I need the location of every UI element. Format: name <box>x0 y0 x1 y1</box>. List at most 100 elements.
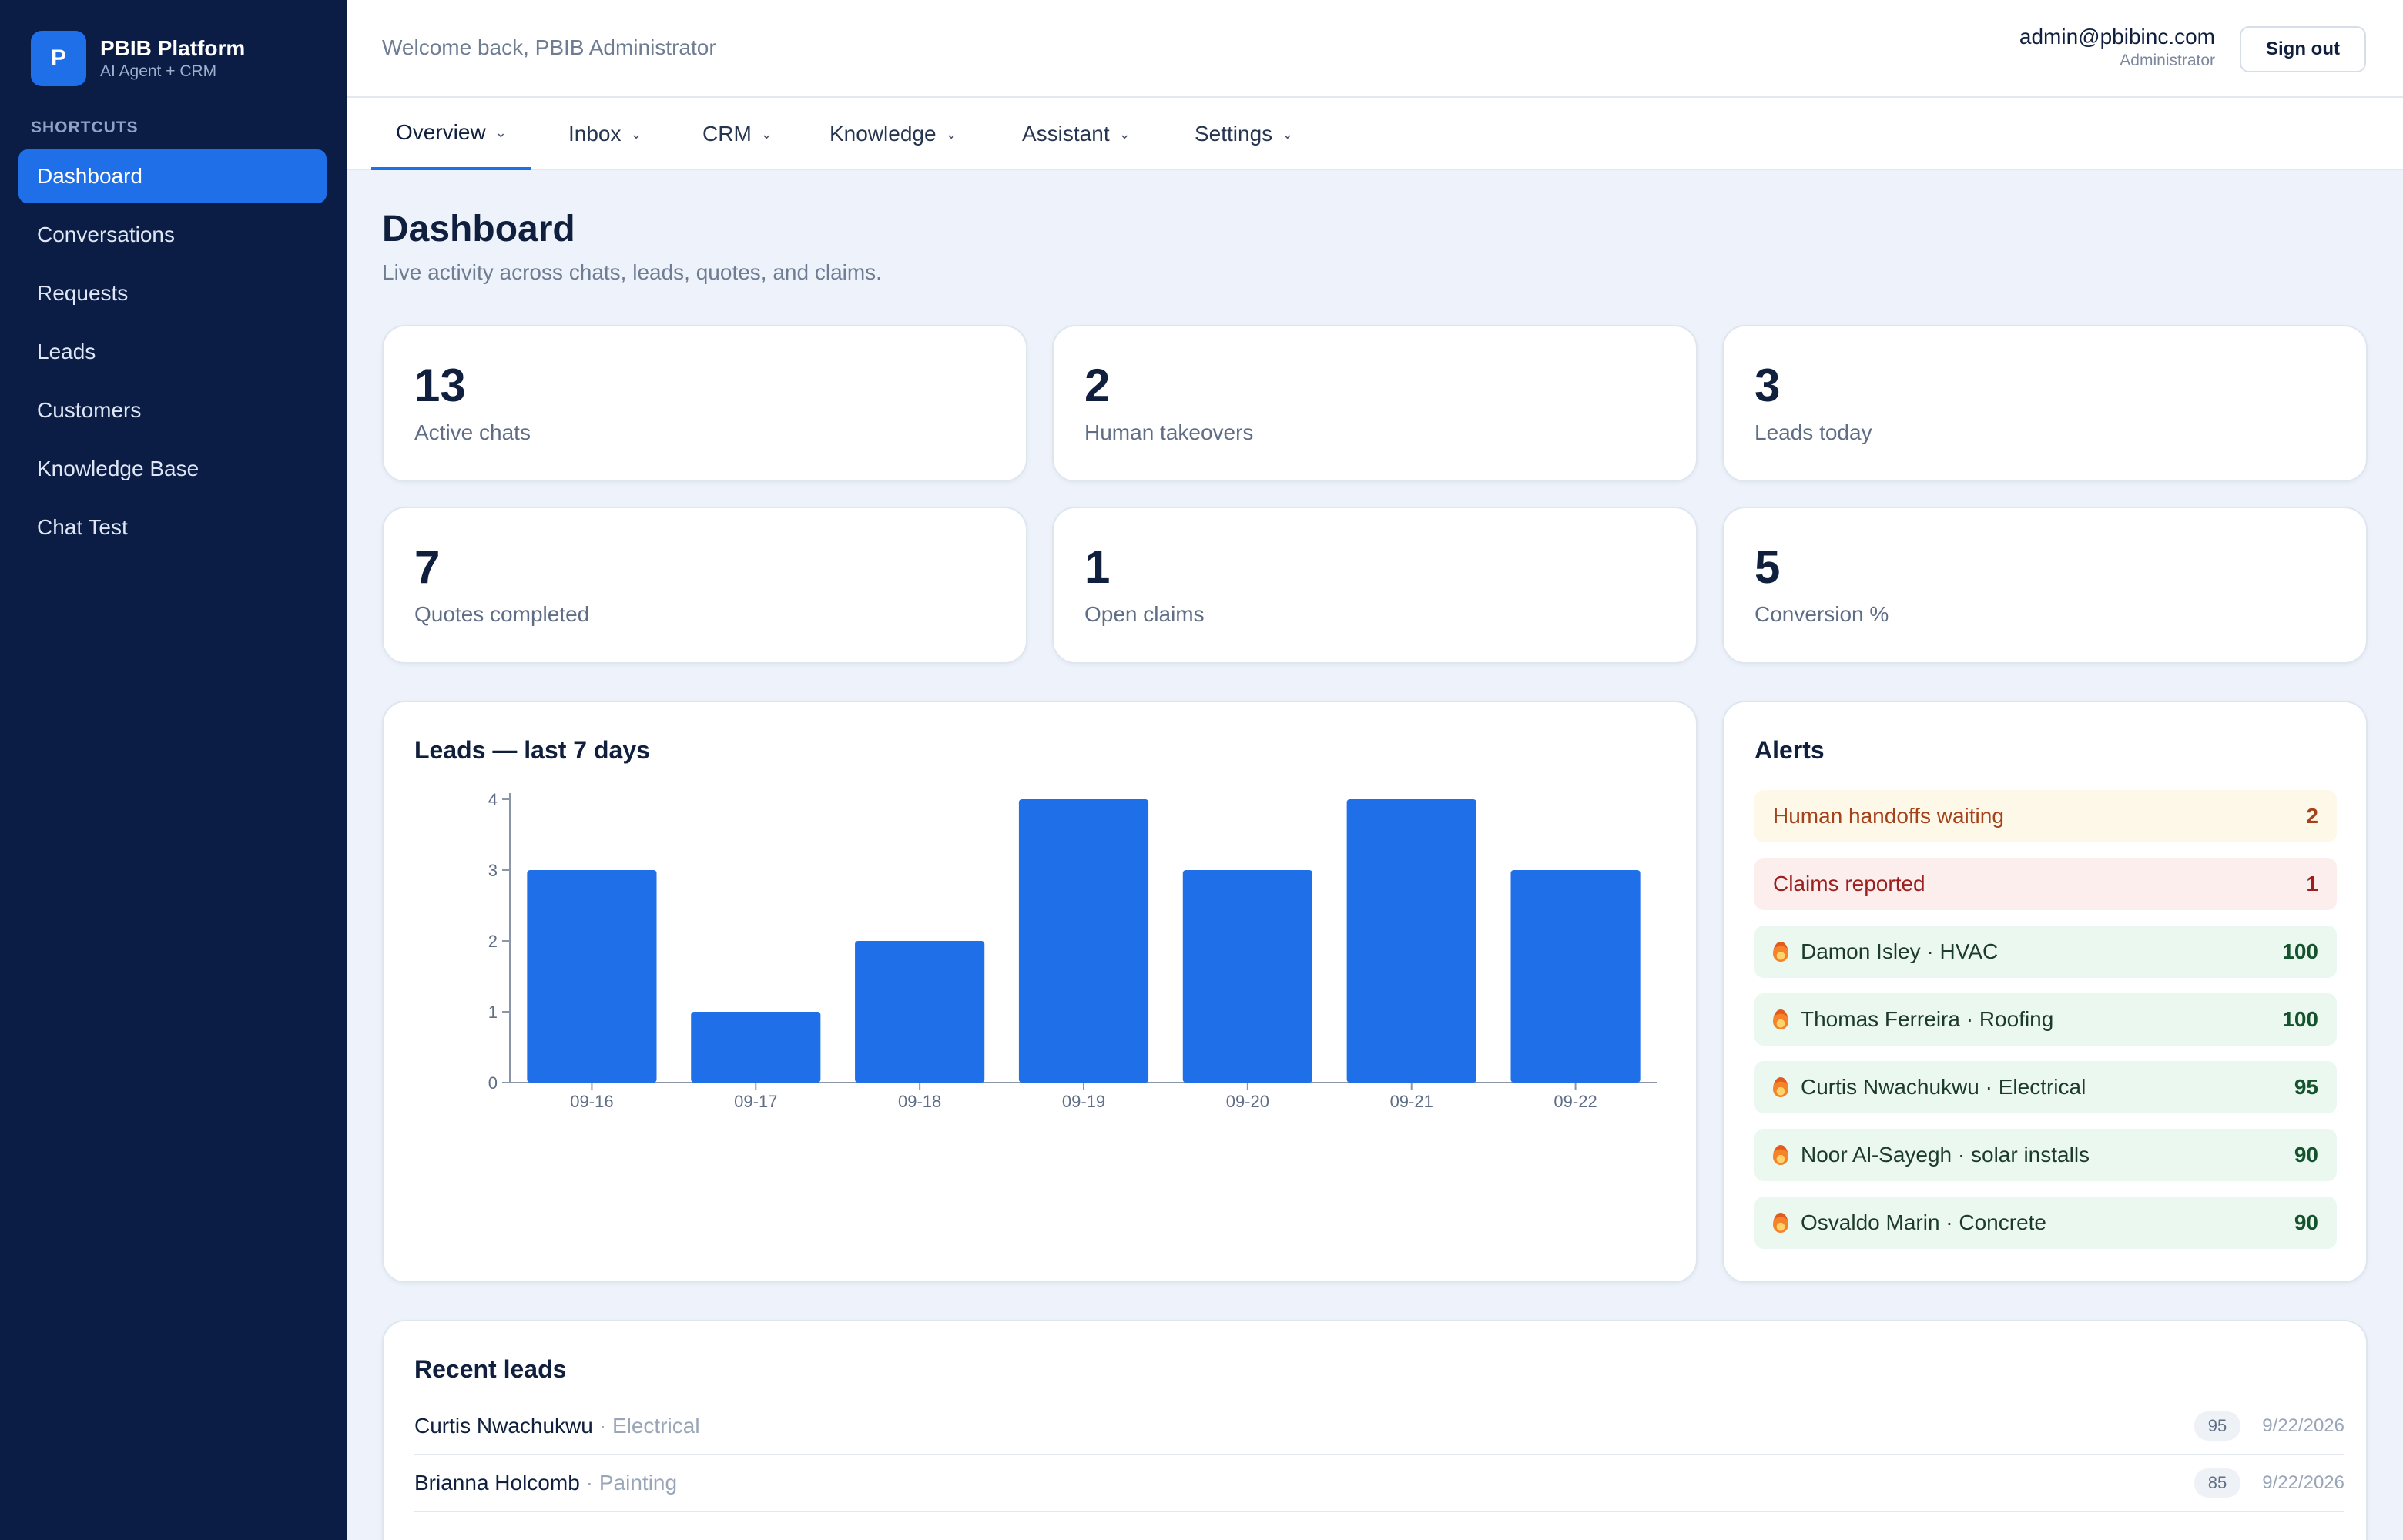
user-email: admin@pbibinc.com <box>2019 25 2215 49</box>
sidebar-item-customers[interactable]: Customers <box>37 398 142 422</box>
top-tabs: Overview ⌄ Inbox ⌄ CRM ⌄ Knowledge ⌄ Assista… <box>347 98 2403 170</box>
y-tick-label: 4 <box>488 790 498 809</box>
chevron-down-icon: ⌄ <box>1118 126 1131 142</box>
recent-leads-title: Recent leads <box>414 1355 567 1383</box>
recent-leads-card: Recent leads Curtis Nwachukwu · Electric… <box>382 1320 2368 1540</box>
sidebar-nav: Dashboard Conversations Requests Leads C… <box>18 149 327 559</box>
tab-label: Assistant <box>1022 122 1110 146</box>
alert-claims-reported[interactable]: Claims reported 1 <box>1754 858 2337 910</box>
stat-label: Active chats <box>414 420 531 444</box>
sidebar-section-label: SHORTCUTS <box>31 119 139 136</box>
chart-bar <box>527 870 657 1083</box>
lead-name: Curtis Nwachukwu <box>414 1414 593 1438</box>
stat-value: 3 <box>1754 360 1781 411</box>
chevron-down-icon: ⌄ <box>945 126 957 142</box>
y-tick-label: 3 <box>488 861 498 880</box>
flame-icon <box>1773 942 1788 962</box>
lead-date: 9/22/2026 <box>2262 1415 2344 1436</box>
stat-card-open-claims[interactable]: 1 Open claims <box>1052 507 1698 664</box>
alert-label: Thomas Ferreira · Roofing <box>1801 1007 2054 1031</box>
alerts-title: Alerts <box>1754 736 1825 764</box>
page-title: Dashboard <box>382 209 575 249</box>
stat-card-leads-today[interactable]: 3 Leads today <box>1722 325 2368 482</box>
lead-date: 9/22/2026 <box>2262 1472 2344 1493</box>
brand-logo: P <box>31 31 86 86</box>
lead-trade: · Electrical <box>598 1414 700 1438</box>
sign-out-button[interactable]: Sign out <box>2240 26 2366 72</box>
alert-count: 90 <box>2294 1210 2318 1234</box>
stat-value: 2 <box>1084 360 1111 411</box>
stat-value: 5 <box>1754 541 1781 593</box>
sidebar-item-chat-test[interactable]: Chat Test <box>37 515 128 539</box>
lead-row[interactable]: Brianna Holcomb · Painting 85 9/22/2026 <box>414 1455 2344 1512</box>
tab-crm[interactable]: CRM ⌄ <box>702 98 773 170</box>
stat-card-human-takeovers[interactable]: 2 Human takeovers <box>1052 325 1698 482</box>
x-tick-label: 09-21 <box>1390 1092 1433 1111</box>
alert-count: 100 <box>2282 1007 2318 1031</box>
alert-count: 95 <box>2294 1075 2318 1099</box>
alert-label: Curtis Nwachukwu · Electrical <box>1801 1075 2086 1099</box>
alert-hot-lead[interactable]: Osvaldo Marin · Concrete 90 <box>1754 1197 2337 1249</box>
x-tick-label: 09-17 <box>734 1092 777 1111</box>
chart-title: Leads — last 7 days <box>414 736 650 764</box>
sidebar-item-leads[interactable]: Leads <box>37 340 96 363</box>
brand-subtitle: AI Agent + CRM <box>100 62 217 80</box>
stat-label: Conversion % <box>1754 602 1889 626</box>
tab-label: Settings <box>1195 122 1273 146</box>
chevron-down-icon: ⌄ <box>630 126 642 142</box>
page-subtitle: Live activity across chats, leads, quote… <box>382 260 882 284</box>
y-tick-label: 1 <box>488 1003 498 1022</box>
alert-label: Claims reported <box>1773 872 1925 896</box>
tab-knowledge[interactable]: Knowledge ⌄ <box>829 98 957 170</box>
chevron-down-icon: ⌄ <box>1282 126 1294 142</box>
alert-hot-lead[interactable]: Noor Al-Sayegh · solar installs 90 <box>1754 1129 2337 1181</box>
welcome-message: Welcome back, PBIB Administrator <box>382 35 716 59</box>
chart-bar <box>1346 799 1476 1083</box>
alert-count: 1 <box>2306 872 2318 896</box>
chart-bar <box>1018 799 1149 1083</box>
flame-icon <box>1773 1077 1788 1097</box>
sidebar-item-knowledge-base[interactable]: Knowledge Base <box>37 457 199 480</box>
lead-trade: · Painting <box>585 1471 678 1495</box>
alert-hot-lead[interactable]: Curtis Nwachukwu · Electrical 95 <box>1754 1061 2337 1113</box>
flame-icon <box>1773 1145 1788 1165</box>
y-tick-label: 0 <box>488 1073 498 1093</box>
tab-assistant[interactable]: Assistant ⌄ <box>1022 98 1131 170</box>
flame-icon <box>1773 1213 1788 1233</box>
x-tick-label: 09-19 <box>1062 1092 1105 1111</box>
sidebar: P PBIB Platform AI Agent + CRM SHORTCUTS… <box>0 0 347 1540</box>
alert-human-handoffs[interactable]: Human handoffs waiting 2 <box>1754 790 2337 842</box>
tab-label: Overview <box>396 120 486 144</box>
alert-count: 100 <box>2282 939 2318 963</box>
user-info: admin@pbibinc.com Administrator <box>2019 23 2215 71</box>
tab-overview[interactable]: Overview ⌄ <box>371 98 531 170</box>
flame-icon <box>1773 1009 1788 1029</box>
lead-score-badge: 85 <box>2194 1468 2241 1498</box>
user-role: Administrator <box>2120 52 2215 69</box>
sidebar-item-requests[interactable]: Requests <box>37 281 129 305</box>
stat-card-conversion[interactable]: 5 Conversion % <box>1722 507 2368 664</box>
alert-label: Noor Al-Sayegh · solar installs <box>1801 1143 2090 1167</box>
alert-label: Human handoffs waiting <box>1773 804 2004 828</box>
tab-inbox[interactable]: Inbox ⌄ <box>568 98 642 170</box>
stat-value: 7 <box>414 541 441 593</box>
chevron-down-icon: ⌄ <box>494 124 507 140</box>
alert-hot-lead[interactable]: Damon Isley · HVAC 100 <box>1754 926 2337 978</box>
x-tick-label: 09-16 <box>570 1092 613 1111</box>
tab-label: Inbox <box>568 122 622 146</box>
sidebar-item-dashboard[interactable]: Dashboard <box>18 149 327 203</box>
chart-bar <box>1182 870 1312 1083</box>
top-header: Welcome back, PBIB Administrator admin@p… <box>347 0 2403 98</box>
sidebar-item-conversations[interactable]: Conversations <box>37 223 175 246</box>
x-tick-label: 09-20 <box>1226 1092 1269 1111</box>
brand[interactable]: P PBIB Platform AI Agent + CRM <box>31 31 245 86</box>
alert-hot-lead[interactable]: Thomas Ferreira · Roofing 100 <box>1754 993 2337 1046</box>
alert-label: Osvaldo Marin · Concrete <box>1801 1210 2047 1234</box>
lead-row[interactable]: Curtis Nwachukwu · Electrical 95 9/22/20… <box>414 1398 2344 1455</box>
leads-bar-chart: 0 1 2 3 4 09-16 09-17 09-18 09-19 09-20 09-21 09-22 <box>488 790 1657 1111</box>
stat-card-quotes-completed[interactable]: 7 Quotes completed <box>382 507 1027 664</box>
stat-card-active-chats[interactable]: 13 Active chats <box>382 325 1027 482</box>
tab-settings[interactable]: Settings ⌄ <box>1195 98 1293 170</box>
alert-count: 90 <box>2294 1143 2318 1167</box>
tab-label: Knowledge <box>829 122 937 146</box>
